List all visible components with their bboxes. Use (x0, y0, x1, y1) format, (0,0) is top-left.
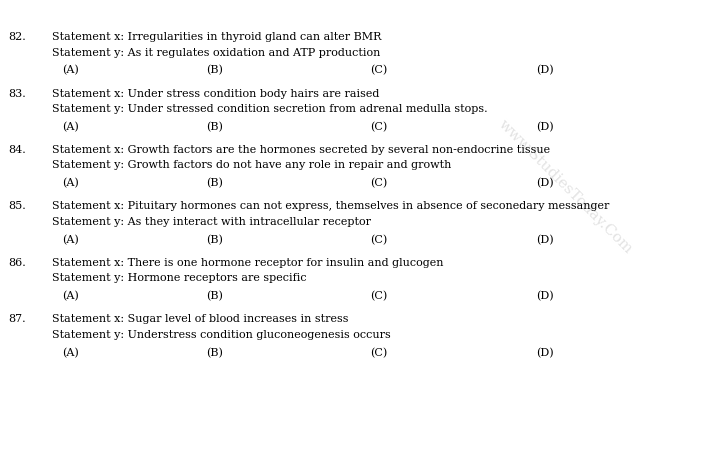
Text: (D): (D) (536, 178, 554, 188)
Text: Statement x: Under stress condition body hairs are raised: Statement x: Under stress condition body… (52, 89, 380, 99)
Text: (B): (B) (207, 234, 223, 245)
Text: Statement x: Irregularities in thyroid gland can alter BMR: Statement x: Irregularities in thyroid g… (52, 32, 381, 42)
Text: Statement x: Sugar level of blood increases in stress: Statement x: Sugar level of blood increa… (52, 314, 349, 325)
Text: (C): (C) (370, 291, 387, 301)
Text: (A): (A) (62, 347, 78, 358)
Text: (D): (D) (536, 65, 554, 75)
Text: (B): (B) (207, 291, 223, 301)
Text: 82.: 82. (9, 32, 26, 42)
Text: (D): (D) (536, 234, 554, 245)
Text: Statement y: Growth factors do not have any role in repair and growth: Statement y: Growth factors do not have … (52, 161, 452, 170)
Text: (C): (C) (370, 347, 387, 358)
Text: (B): (B) (207, 347, 223, 358)
Text: Statement y: As they interact with intracellular receptor: Statement y: As they interact with intra… (52, 217, 371, 227)
Text: www.StudiesToday.Com: www.StudiesToday.Com (496, 117, 635, 256)
Text: (C): (C) (370, 65, 387, 75)
Text: (C): (C) (370, 121, 387, 132)
Text: (B): (B) (207, 121, 223, 132)
Text: 84.: 84. (9, 145, 26, 155)
Text: (A): (A) (62, 291, 78, 301)
Text: (A): (A) (62, 121, 78, 132)
Text: 87.: 87. (9, 314, 26, 325)
Text: 83.: 83. (9, 89, 26, 99)
Text: Statement y: As it regulates oxidation and ATP production: Statement y: As it regulates oxidation a… (52, 48, 381, 57)
Text: (B): (B) (207, 178, 223, 188)
Text: (C): (C) (370, 234, 387, 245)
Text: Statement x: Pituitary hormones can not express, themselves in absence of secone: Statement x: Pituitary hormones can not … (52, 201, 610, 212)
Text: (A): (A) (62, 178, 78, 188)
Text: Statement x: There is one hormone receptor for insulin and glucogen: Statement x: There is one hormone recept… (52, 258, 444, 268)
Text: (A): (A) (62, 65, 78, 75)
Text: Statement x: Growth factors are the hormones secreted by several non-endocrine t: Statement x: Growth factors are the horm… (52, 145, 550, 155)
Text: 85.: 85. (9, 201, 26, 212)
Text: (D): (D) (536, 121, 554, 132)
Text: 86.: 86. (9, 258, 26, 268)
Text: (C): (C) (370, 178, 387, 188)
Text: Statement y: Hormone receptors are specific: Statement y: Hormone receptors are speci… (52, 274, 307, 283)
Text: (D): (D) (536, 347, 554, 358)
Text: (B): (B) (207, 65, 223, 75)
Text: Statement y: Understress condition gluconeogenesis occurs: Statement y: Understress condition gluco… (52, 330, 391, 340)
Text: (D): (D) (536, 291, 554, 301)
Text: (A): (A) (62, 234, 78, 245)
Text: Statement y: Under stressed condition secretion from adrenal medulla stops.: Statement y: Under stressed condition se… (52, 104, 488, 114)
